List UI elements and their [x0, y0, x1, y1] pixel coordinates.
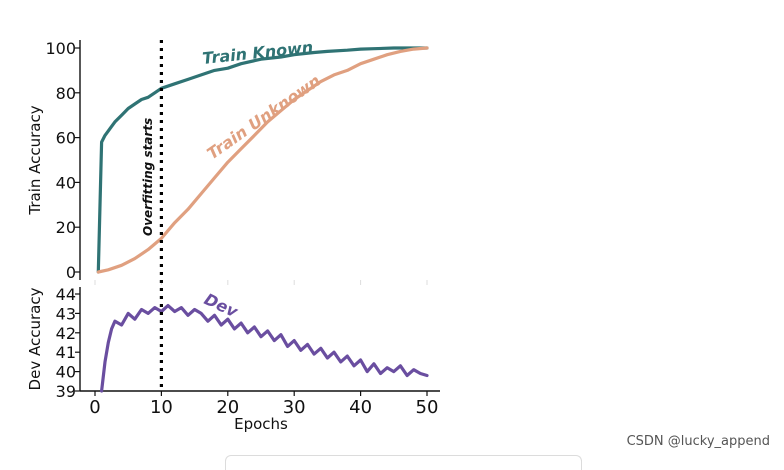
y-tick-label: 20 [56, 218, 76, 237]
y-tick-label: 39 [56, 382, 76, 401]
y-tick-label: 41 [56, 343, 76, 362]
series-label-train-known: Train Known [201, 37, 314, 68]
y-tick-label: 43 [56, 304, 76, 323]
series-label-dev: Dev [201, 289, 241, 321]
x-axis-label: Epochs [234, 415, 288, 433]
y-tick-label: 40 [56, 173, 76, 192]
series-label-train-unknown: Train Unknown [203, 71, 324, 163]
y-tick-label: 40 [56, 363, 76, 382]
series-line-dev [100, 304, 429, 393]
x-tick-label: 40 [349, 397, 372, 418]
train-accuracy-panel: 0 20 40 60 80 100 Train Accuracy Train KnownTra… [26, 37, 429, 285]
y-tick-label: 100 [45, 39, 76, 58]
overfitting-annotation: Overfitting starts [141, 40, 163, 392]
y-tick-label: 44 [56, 285, 76, 304]
series-line-train-known [96, 46, 429, 274]
x-tick-label: 50 [416, 397, 439, 418]
y-tick-label: 42 [56, 324, 76, 343]
y-axis-label: Train Accuracy [26, 105, 44, 215]
y-axis-label: Dev Accuracy [26, 287, 44, 390]
y-tick-label: 60 [56, 129, 76, 148]
y-tick-label: 80 [56, 84, 76, 103]
x-tick-label: 0 [89, 397, 100, 418]
y-tick-label: 0 [66, 263, 76, 282]
csdn-watermark: CSDN @lucky_append [626, 434, 770, 449]
series-line-train-unknown [96, 46, 429, 274]
x-tick-label: 20 [216, 397, 239, 418]
x-tick-label: 30 [283, 397, 306, 418]
x-tick-label: 10 [150, 397, 173, 418]
overfitting-label: Overfitting starts [141, 118, 155, 236]
bottom-panel-edge [225, 455, 582, 470]
